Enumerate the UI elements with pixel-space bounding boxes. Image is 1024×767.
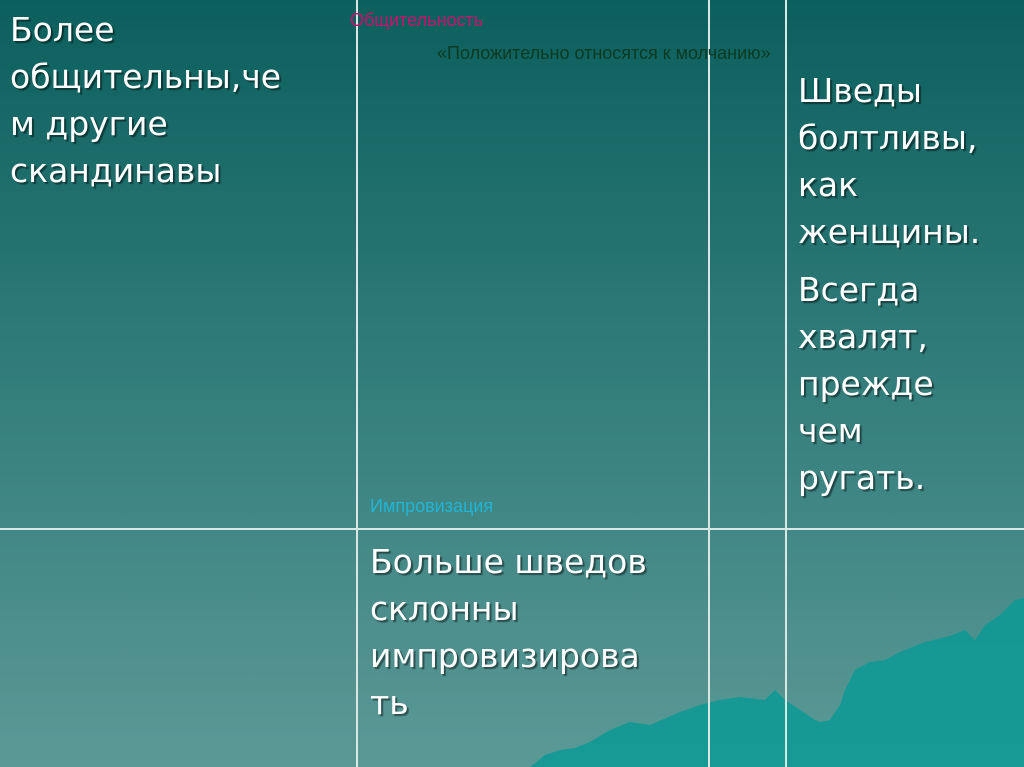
label-improvisation: Импровизация <box>370 496 494 516</box>
quote-silence: «Положительно относятся к молчанию» <box>437 43 771 63</box>
table-column-divider <box>356 0 358 767</box>
cell-always-praise: Всегда хвалят, прежде чем ругать. <box>798 270 934 497</box>
cell-more-sociable: Более общительны,че м другие скандинавы <box>10 10 282 190</box>
table-row-divider <box>0 528 1024 530</box>
cell-swedes-talkative: Шведы болтливы, как женщины. <box>798 71 981 251</box>
label-sociability: Общительность <box>350 10 484 30</box>
table-column-divider <box>785 0 787 767</box>
cell-improvise: Больше шведов склонны импровизирова ть <box>370 542 647 722</box>
table-column-divider <box>708 0 710 767</box>
